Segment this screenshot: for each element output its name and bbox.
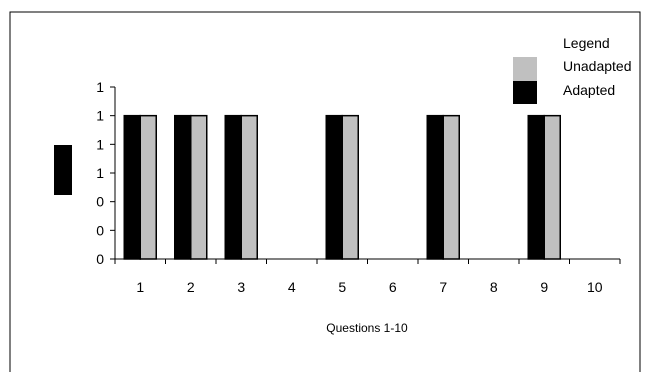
bar-unadapted [342, 116, 358, 259]
legend-label-unadapted: Unadapted [563, 58, 632, 74]
y-tick-label: 0 [96, 222, 104, 238]
bar-adapted [326, 116, 342, 259]
x-tick-label: 7 [439, 279, 447, 295]
bars [124, 116, 560, 259]
y-tick-label: 0 [96, 194, 104, 210]
bar-adapted [427, 116, 443, 259]
legend-title: Legend [563, 35, 610, 51]
legend-label-adapted: Adapted [563, 82, 615, 98]
y-tick-label: 1 [96, 79, 104, 95]
y-axis-label-swatch [54, 145, 72, 195]
x-tick-label: 5 [338, 279, 346, 295]
x-tick-label: 3 [237, 279, 245, 295]
bar-unadapted [443, 116, 459, 259]
y-tick-label: 1 [96, 165, 104, 181]
bar-adapted [225, 116, 241, 259]
x-tick-label: 8 [490, 279, 498, 295]
x-tick-label: 6 [389, 279, 397, 295]
x-tick-label: 1 [136, 279, 144, 295]
bar-unadapted [191, 116, 207, 259]
bar-unadapted [241, 116, 257, 259]
y-tick-label: 1 [96, 136, 104, 152]
legend-swatch-unadapted [513, 57, 537, 81]
legend-swatch-adapted [513, 81, 537, 104]
x-tick-label: 4 [288, 279, 296, 295]
x-tick-label: 10 [587, 279, 603, 295]
bar-adapted [124, 116, 140, 259]
bar-adapted [528, 116, 544, 259]
legend: Legend Unadapted Adapted [513, 35, 632, 104]
bar-unadapted [544, 116, 560, 259]
x-tick-label: 2 [187, 279, 195, 295]
bar-adapted [175, 116, 191, 259]
y-tick-label: 1 [96, 108, 104, 124]
y-tick-label: 0 [96, 251, 104, 267]
y-ticks: 0 0 0 1 1 1 1 [96, 79, 115, 267]
x-axis-title: Questions 1-10 [326, 321, 408, 335]
bar-unadapted [140, 116, 156, 259]
x-tick-label: 9 [540, 279, 548, 295]
x-ticks: 1 2 3 4 5 6 7 8 9 10 [115, 259, 620, 295]
